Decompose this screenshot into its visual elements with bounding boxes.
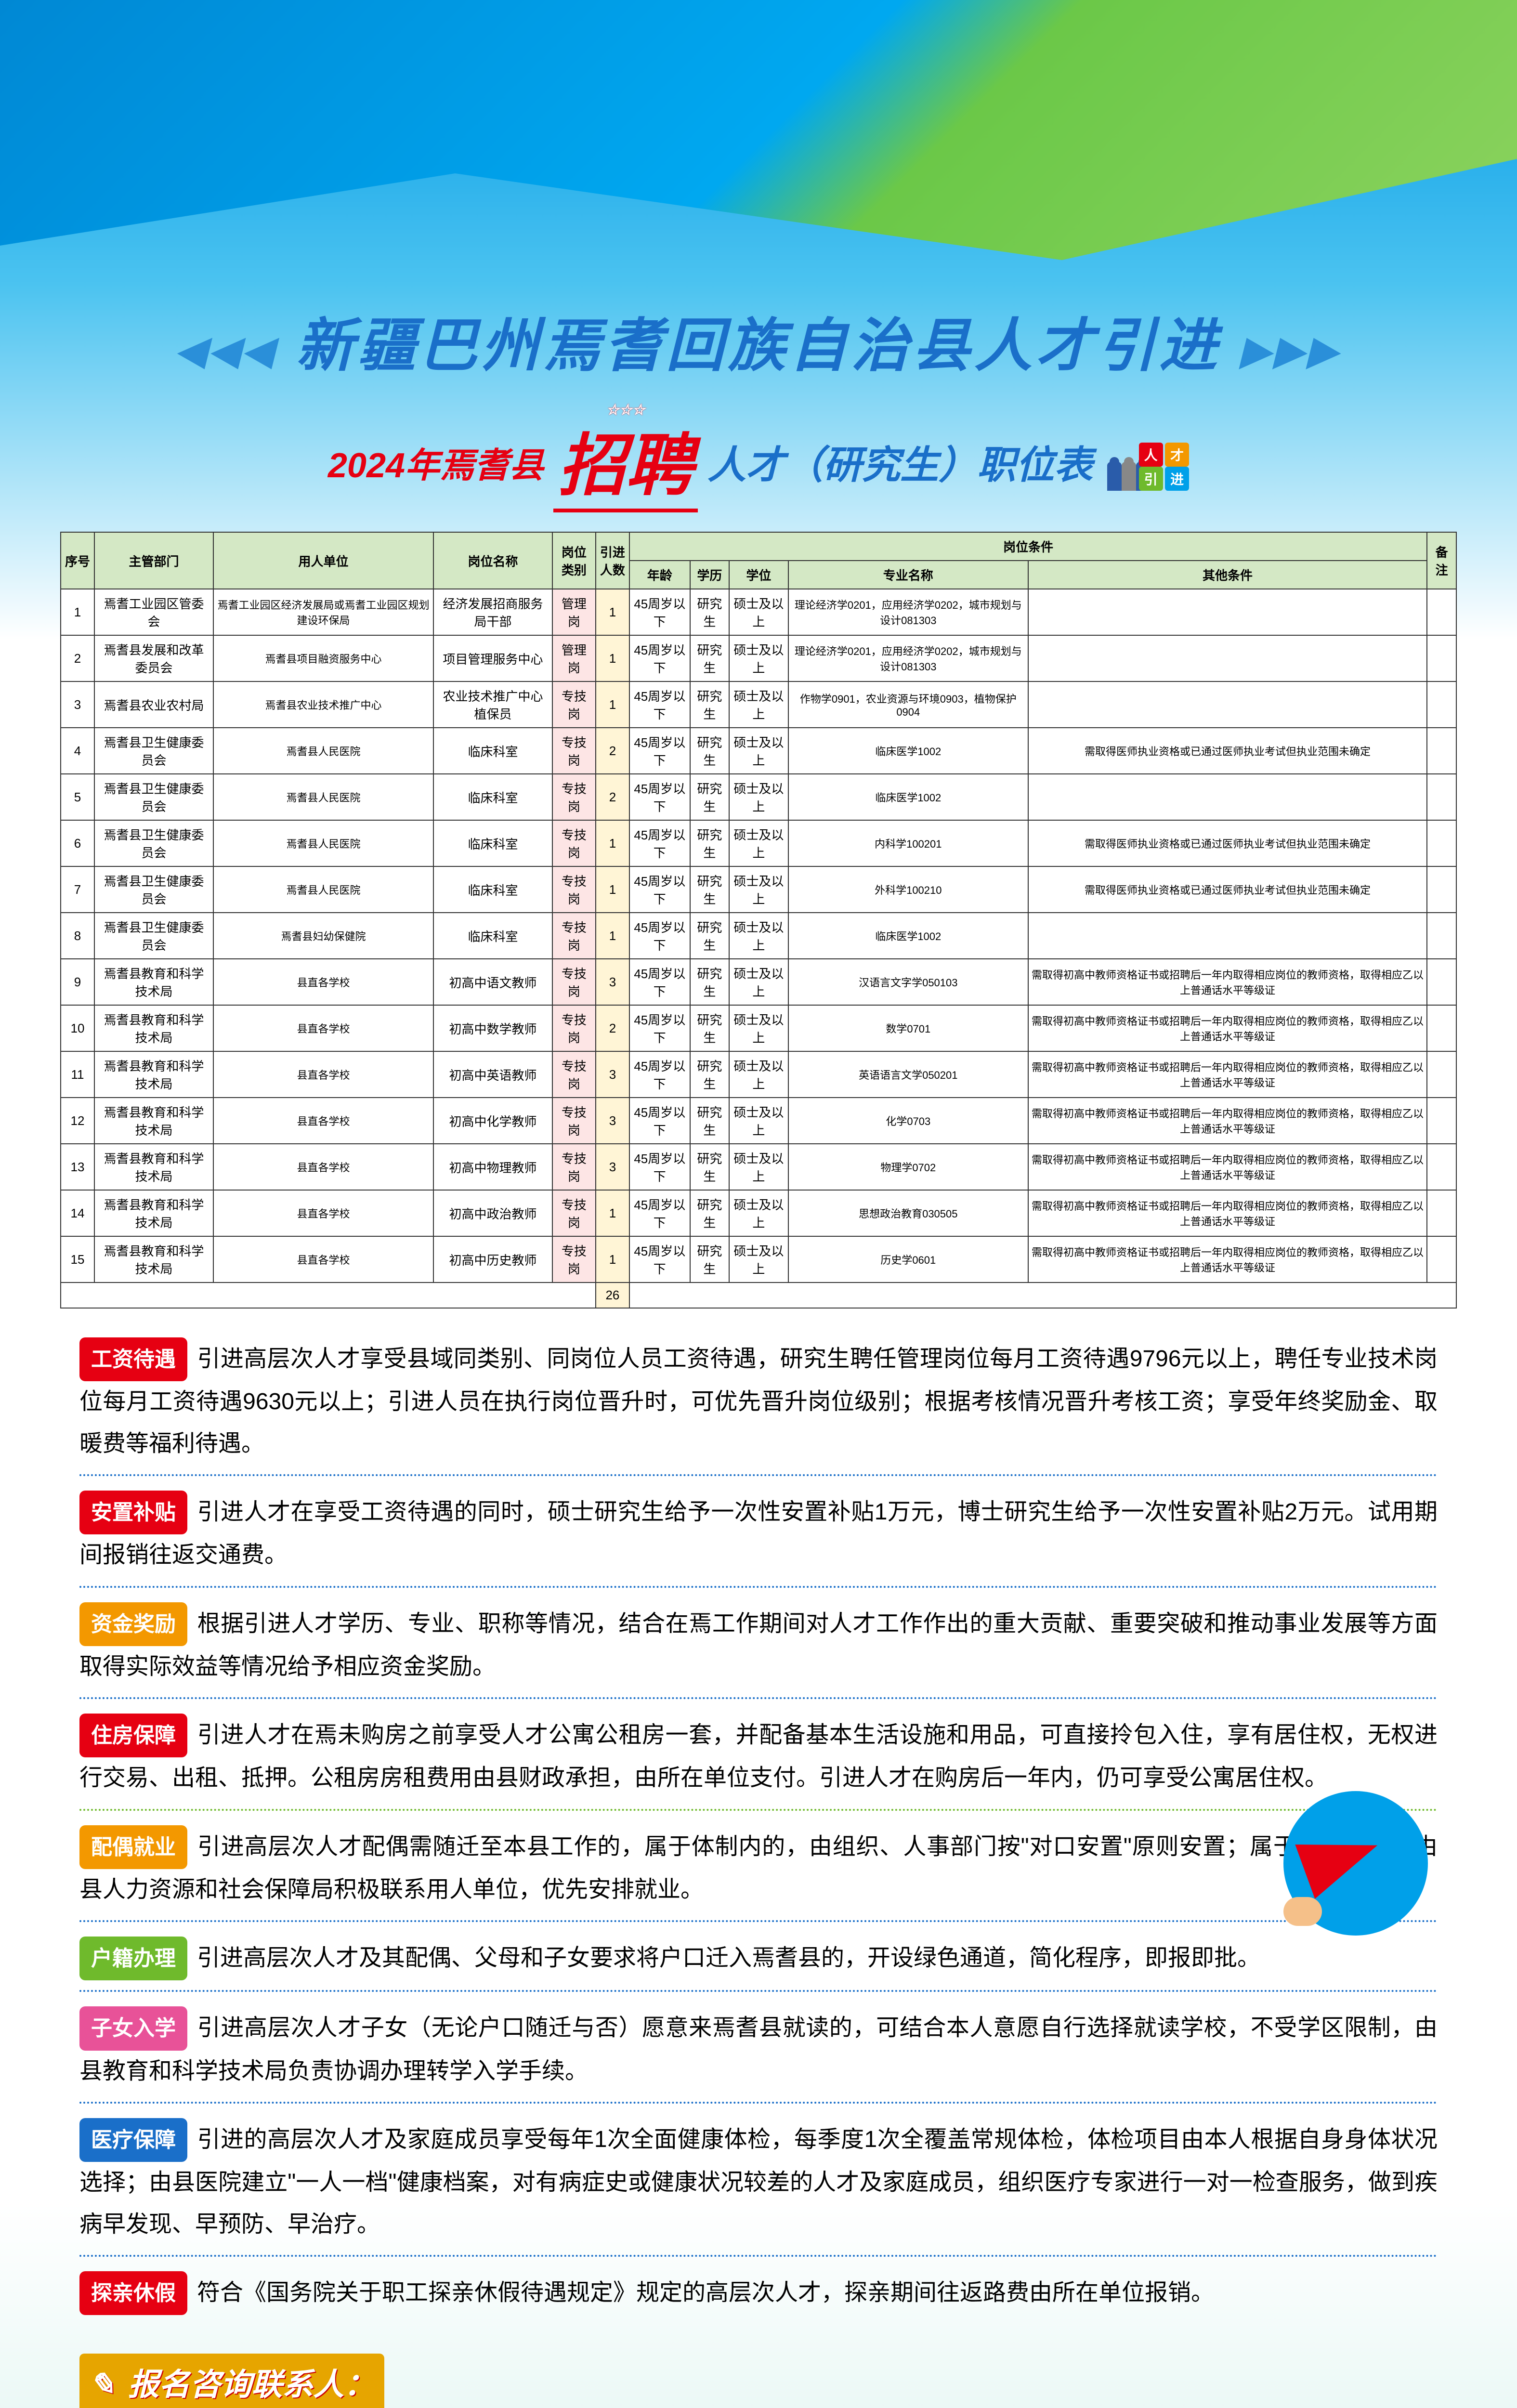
table-row: 12焉耆县教育和科学技术局县直各学校初高中化学教师专技岗345周岁以下研究生硕士… xyxy=(61,1098,1456,1144)
th-dept: 主管部门 xyxy=(94,532,213,589)
table-row: 11焉耆县教育和科学技术局县直各学校初高中英语教师专技岗345周岁以下研究生硕士… xyxy=(61,1051,1456,1098)
policy-tag: 配偶就业 xyxy=(79,1825,187,1869)
th-cat: 岗位类别 xyxy=(552,532,596,589)
policy-item: 医疗保障引进的高层次人才及家庭成员享受每年1次全面健康体检，每季度1次全覆盖常规… xyxy=(79,2118,1438,2257)
table-header: 序号 主管部门 用人单位 岗位名称 岗位类别 引进人数 岗位条件 备注 年龄 学… xyxy=(61,532,1456,589)
arrow-right-icon: ▶▶▶ xyxy=(1241,328,1341,373)
table-row: 1焉耆工业园区管委会焉耆工业园区经济发展局或焉耆工业园区规划建设环保局经济发展招… xyxy=(61,589,1456,635)
th-remark: 备注 xyxy=(1427,532,1456,589)
policy-tag: 资金奖励 xyxy=(79,1602,187,1646)
block-yin: 引 xyxy=(1139,467,1163,491)
push-figures-icon: 人 才 引 进 xyxy=(1102,433,1189,491)
th-cond: 岗位条件 xyxy=(629,532,1427,561)
policy-item: 资金奖励根据引进人才学历、专业、职称等情况，结合在焉工作期间对人才工作作出的重大… xyxy=(79,1602,1438,1700)
policy-item: 配偶就业引进高层次人才配偶需随迁至本县工作的，属于体制内的，由组织、人事部门按"… xyxy=(79,1825,1438,1923)
policy-item: 探亲休假符合《国务院关于职工探亲休假待遇规定》规定的高层次人才，探亲期间往返路费… xyxy=(79,2271,1438,2325)
title-text: 新疆巴州焉耆回族自治县人才引进 xyxy=(296,314,1221,378)
th-unit: 用人单位 xyxy=(213,532,433,589)
person-icon: ✎ xyxy=(89,2367,115,2402)
table-row: 5焉耆县卫生健康委员会焉耆县人民医院临床科室专技岗245周岁以下研究生硕士及以上… xyxy=(61,774,1456,820)
stars-icon: ☆☆☆ xyxy=(606,402,645,419)
table-total-row: 26 xyxy=(61,1283,1456,1308)
block-ren: 人 xyxy=(1139,443,1163,467)
th-deg: 学位 xyxy=(729,561,788,589)
megaphone-icon xyxy=(1283,1791,1438,1945)
th-age: 年龄 xyxy=(629,561,690,589)
policy-item: 户籍办理引进高层次人才及其配偶、父母和子女要求将户口迁入焉耆县的，开设绿色通道，… xyxy=(79,1937,1438,1992)
policy-tag: 住房保障 xyxy=(79,1714,187,1757)
page-title: ◀◀◀ 新疆巴州焉耆回族自治县人才引进 ▶▶▶ xyxy=(60,299,1457,382)
policy-tag: 探亲休假 xyxy=(79,2271,187,2315)
contact-section: ✎ 报名咨询联系人： 焉耆县委组织部：王 新 联系方式：13031249009焉… xyxy=(79,2354,1438,2408)
th-major: 专业名称 xyxy=(788,561,1028,589)
th-num: 引进人数 xyxy=(596,532,629,589)
sub-rest: 人才（研究生）职位表 xyxy=(707,434,1093,490)
table-row: 2焉耆县发展和改革委员会焉耆县项目融资服务中心项目管理服务中心管理岗145周岁以… xyxy=(61,635,1456,681)
policy-item: 子女入学引进高层次人才子女（无论户口随迁与否）愿意来焉耆县就读的，可结合本人意愿… xyxy=(79,2006,1438,2104)
policy-item: 安置补贴引进人才在享受工资待遇的同时，硕士研究生给予一次性安置补贴1万元，博士研… xyxy=(79,1491,1438,1588)
table-row: 9焉耆县教育和科学技术局县直各学校初高中语文教师专技岗345周岁以下研究生硕士及… xyxy=(61,959,1456,1005)
zhaopin-text: 招聘 xyxy=(558,428,693,503)
block-cai: 才 xyxy=(1165,443,1189,467)
table-row: 6焉耆县卫生健康委员会焉耆县人民医院临床科室专技岗145周岁以下研究生硕士及以上… xyxy=(61,820,1456,866)
th-idx: 序号 xyxy=(61,532,94,589)
policy-tag: 户籍办理 xyxy=(79,1937,187,1980)
table-body: 1焉耆工业园区管委会焉耆工业园区经济发展局或焉耆工业园区规划建设环保局经济发展招… xyxy=(61,589,1456,1283)
table-row: 15焉耆县教育和科学技术局县直各学校初高中历史教师专技岗145周岁以下研究生硕士… xyxy=(61,1236,1456,1283)
policy-section: 工资待遇引进高层次人才享受县域同类别、同岗位人员工资待遇，研究生聘任管理岗位每月… xyxy=(79,1337,1438,2325)
table-row: 4焉耆县卫生健康委员会焉耆县人民医院临床科室专技岗245周岁以下研究生硕士及以上… xyxy=(61,728,1456,774)
policy-tag: 安置补贴 xyxy=(79,1491,187,1534)
policy-tag: 工资待遇 xyxy=(79,1337,187,1381)
top-wave-decor xyxy=(0,0,1517,289)
contact-header-1: ✎ 报名咨询联系人： xyxy=(79,2354,384,2408)
policy-tag: 子女入学 xyxy=(79,2006,187,2050)
zhaopin-label: ☆☆☆ 招聘 xyxy=(553,411,698,512)
job-table: 序号 主管部门 用人单位 岗位名称 岗位类别 引进人数 岗位条件 备注 年龄 学… xyxy=(60,532,1457,1309)
contact-header-1-text: 报名咨询联系人： xyxy=(128,2367,375,2402)
table-row: 10焉耆县教育和科学技术局县直各学校初高中数学教师专技岗245周岁以下研究生硕士… xyxy=(61,1005,1456,1051)
th-edu: 学历 xyxy=(690,561,729,589)
table-row: 13焉耆县教育和科学技术局县直各学校初高中物理教师专技岗345周岁以下研究生硕士… xyxy=(61,1144,1456,1190)
table-row: 7焉耆县卫生健康委员会焉耆县人民医院临床科室专技岗145周岁以下研究生硕士及以上… xyxy=(61,866,1456,913)
th-post: 岗位名称 xyxy=(433,532,552,589)
sub-heading: 2024年焉耆县 ☆☆☆ 招聘 人才（研究生）职位表 人 才 引 进 xyxy=(60,411,1457,512)
sub-year: 2024年焉耆县 xyxy=(328,437,544,487)
block-jin: 进 xyxy=(1165,467,1189,491)
table-row: 8焉耆县卫生健康委员会焉耆县妇幼保健院临床科室专技岗145周岁以下研究生硕士及以… xyxy=(61,913,1456,959)
table-row: 3焉耆县农业农村局焉耆县农业技术推广中心农业技术推广中心植保员专技岗145周岁以… xyxy=(61,681,1456,728)
th-other: 其他条件 xyxy=(1028,561,1427,589)
policy-tag: 医疗保障 xyxy=(79,2118,187,2162)
policy-item: 工资待遇引进高层次人才享受县域同类别、同岗位人员工资待遇，研究生聘任管理岗位每月… xyxy=(79,1337,1438,1476)
arrow-left-icon: ◀◀◀ xyxy=(176,328,276,373)
table-row: 14焉耆县教育和科学技术局县直各学校初高中政治教师专技岗145周岁以下研究生硕士… xyxy=(61,1190,1456,1236)
policy-item: 住房保障引进人才在焉未购房之前享受人才公寓公租房一套，并配备基本生活设施和用品，… xyxy=(79,1714,1438,1811)
total-num: 26 xyxy=(596,1283,629,1308)
